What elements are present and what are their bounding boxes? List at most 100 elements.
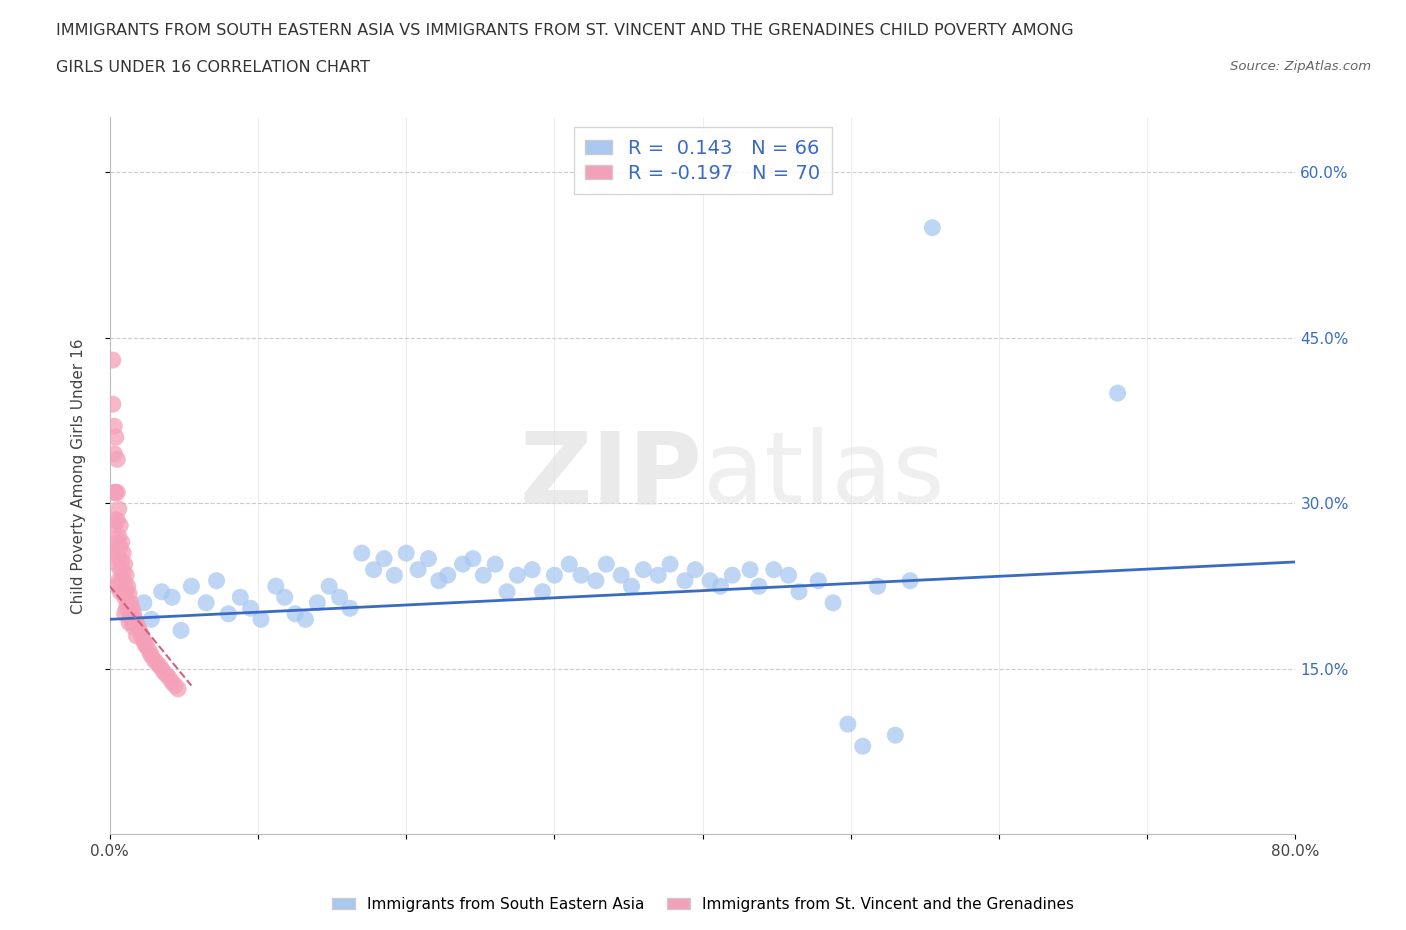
- Point: [866, 578, 889, 593]
- Text: Source: ZipAtlas.com: Source: ZipAtlas.com: [1230, 60, 1371, 73]
- Y-axis label: Child Poverty Among Girls Under 16: Child Poverty Among Girls Under 16: [72, 339, 86, 614]
- Point: [128, 623, 150, 638]
- Point: [134, 637, 156, 652]
- Point: [807, 573, 830, 588]
- Point: [103, 446, 125, 461]
- Point: [709, 578, 731, 593]
- Point: [659, 557, 682, 572]
- Point: [141, 648, 163, 663]
- Point: [125, 629, 148, 644]
- Point: [239, 601, 262, 616]
- Point: [141, 612, 163, 627]
- Text: GIRLS UNDER 16 CORRELATION CHART: GIRLS UNDER 16 CORRELATION CHART: [56, 60, 370, 75]
- Point: [294, 612, 316, 627]
- Point: [112, 546, 135, 561]
- Point: [107, 501, 129, 516]
- Point: [673, 573, 696, 588]
- Point: [104, 485, 127, 500]
- Point: [117, 578, 139, 593]
- Point: [101, 397, 124, 412]
- Point: [160, 675, 183, 690]
- Text: atlas: atlas: [703, 428, 945, 525]
- Point: [107, 529, 129, 544]
- Point: [139, 645, 162, 660]
- Point: [110, 584, 132, 599]
- Point: [111, 573, 134, 588]
- Point: [107, 551, 129, 566]
- Point: [318, 578, 340, 593]
- Point: [461, 551, 484, 566]
- Point: [120, 595, 142, 610]
- Point: [105, 485, 128, 500]
- Point: [506, 567, 529, 582]
- Point: [264, 578, 287, 593]
- Point: [118, 615, 141, 630]
- Point: [111, 535, 134, 550]
- Point: [122, 606, 145, 621]
- Point: [543, 567, 565, 582]
- Point: [610, 567, 633, 582]
- Point: [114, 557, 136, 572]
- Point: [114, 590, 136, 604]
- Point: [558, 557, 581, 572]
- Point: [738, 563, 761, 578]
- Point: [124, 612, 146, 627]
- Point: [522, 563, 544, 578]
- Point: [620, 578, 643, 593]
- Point: [165, 678, 187, 693]
- Point: [699, 573, 721, 588]
- Point: [105, 452, 128, 467]
- Point: [350, 546, 373, 561]
- Point: [274, 590, 297, 604]
- Point: [115, 601, 138, 616]
- Point: [103, 485, 125, 500]
- Point: [101, 352, 124, 367]
- Point: [135, 640, 157, 655]
- Point: [595, 557, 617, 572]
- Point: [105, 557, 128, 572]
- Point: [406, 563, 429, 578]
- Point: [884, 728, 907, 743]
- Point: [205, 573, 228, 588]
- Point: [496, 584, 519, 599]
- Point: [146, 656, 169, 671]
- Point: [721, 567, 744, 582]
- Point: [103, 518, 125, 533]
- Point: [1107, 386, 1129, 401]
- Point: [195, 595, 218, 610]
- Point: [117, 595, 139, 610]
- Point: [120, 608, 142, 623]
- Point: [569, 567, 592, 582]
- Point: [852, 738, 875, 753]
- Point: [748, 578, 770, 593]
- Point: [762, 563, 785, 578]
- Point: [105, 535, 128, 550]
- Point: [472, 567, 495, 582]
- Point: [122, 619, 145, 634]
- Point: [143, 653, 166, 668]
- Point: [104, 540, 127, 555]
- Point: [150, 584, 173, 599]
- Point: [125, 615, 148, 630]
- Point: [823, 595, 845, 610]
- Point: [250, 612, 273, 627]
- Text: IMMIGRANTS FROM SOUTH EASTERN ASIA VS IMMIGRANTS FROM ST. VINCENT AND THE GRENAD: IMMIGRANTS FROM SOUTH EASTERN ASIA VS IM…: [56, 23, 1074, 38]
- Point: [132, 634, 155, 649]
- Point: [115, 584, 138, 599]
- Point: [647, 567, 669, 582]
- Point: [787, 584, 810, 599]
- Point: [160, 590, 183, 604]
- Point: [451, 557, 474, 572]
- Legend: R =  0.143   N = 66, R = -0.197   N = 70: R = 0.143 N = 66, R = -0.197 N = 70: [574, 127, 832, 194]
- Point: [384, 567, 406, 582]
- Point: [110, 518, 132, 533]
- Point: [127, 619, 149, 634]
- Point: [436, 567, 458, 582]
- Point: [484, 557, 506, 572]
- Point: [129, 626, 152, 641]
- Point: [585, 573, 607, 588]
- Point: [104, 512, 127, 527]
- Point: [229, 590, 252, 604]
- Point: [427, 573, 450, 588]
- Point: [103, 418, 125, 433]
